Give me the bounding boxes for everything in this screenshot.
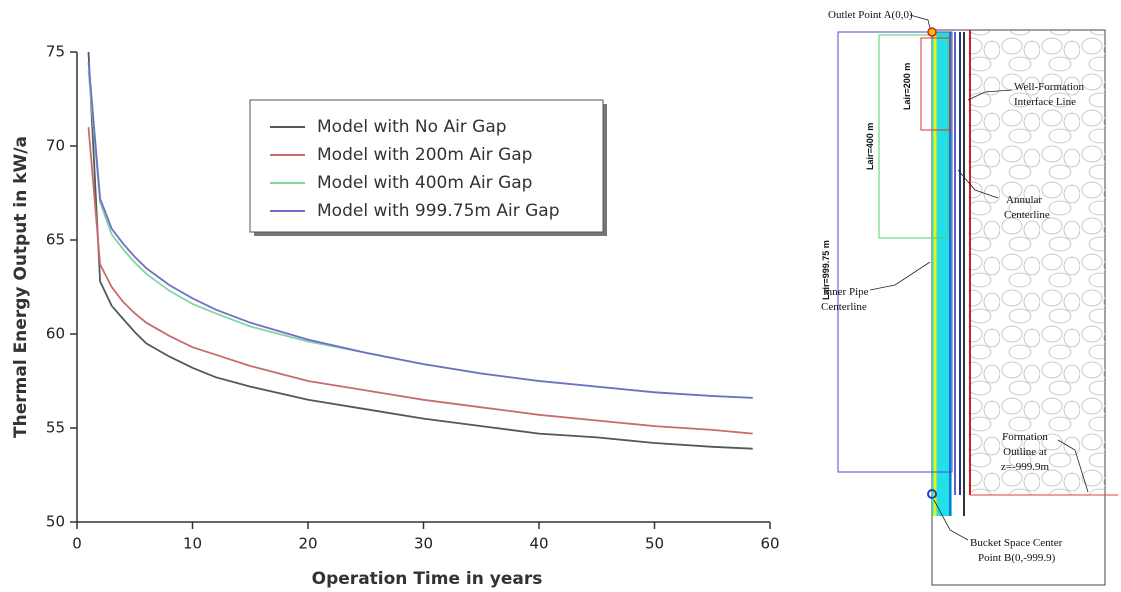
x-tick-label: 0 [72, 535, 82, 553]
x-tick-label: 60 [760, 535, 779, 553]
series-line [87, 127, 753, 435]
well-diagram: Outlet Point A(0,0) Well-Formation Inter… [821, 9, 1118, 586]
annular-label: Centerline [1004, 209, 1050, 221]
x-tick-label: 30 [414, 535, 433, 553]
leader [909, 14, 931, 29]
formation-label: Formation [1002, 431, 1048, 443]
interface-label: Interface Line [1014, 96, 1076, 108]
y-tick-label: 60 [46, 325, 65, 343]
bucket-label: Point B(0,-999.9) [978, 552, 1056, 564]
x-tick-label: 10 [183, 535, 202, 553]
leader [957, 169, 999, 199]
legend [249, 99, 607, 236]
x-tick-label: 40 [529, 535, 548, 553]
series-line [87, 51, 753, 450]
leader [933, 499, 969, 541]
annular-label: Annular [1006, 194, 1042, 206]
legend-box [249, 99, 604, 233]
inner-pipe-label: Inner Pipe [823, 286, 869, 298]
lair-200-box [920, 37, 951, 131]
inner-pipe-label: Centerline [821, 301, 867, 313]
interface-label: Well-Formation [1014, 81, 1084, 93]
x-tick-label: 50 [645, 535, 664, 553]
y-tick-label: 50 [46, 513, 65, 531]
outlet-label: Outlet Point A(0,0) [828, 9, 913, 21]
legend-label: Model with 400m Air Gap [317, 173, 532, 193]
leader [1057, 439, 1089, 493]
leader [967, 89, 1013, 101]
y-tick-label: 55 [46, 419, 65, 437]
lair-200-label: Lair=200 m [902, 63, 912, 110]
lair-400-label: Lair=400 m [865, 123, 875, 170]
lair-999-box [837, 31, 953, 473]
formation-label: Outline at [1003, 446, 1047, 458]
legend-label: Model with 200m Air Gap [317, 145, 532, 165]
formation [968, 30, 1105, 495]
lair-999-label: Lair=999.75 m [821, 240, 831, 300]
bucket-point [927, 489, 937, 499]
y-axis-label: Thermal Energy Output in kW/a [11, 136, 31, 438]
outlet-point [927, 27, 937, 37]
series-line [87, 61, 753, 399]
annulus [932, 32, 952, 516]
x-tick-label: 20 [298, 535, 317, 553]
y-tick-label: 70 [46, 137, 65, 155]
formation-label: z=-999.9m [1001, 461, 1049, 473]
lair-400-box [878, 34, 949, 239]
x-axis-label: Operation Time in years [312, 569, 543, 589]
legend-label: Model with No Air Gap [317, 117, 507, 137]
y-tick-label: 65 [46, 231, 65, 249]
legend-label: Model with 999.75m Air Gap [317, 201, 560, 221]
bucket-label: Bucket Space Center [970, 537, 1063, 549]
leader [869, 261, 931, 291]
y-tick-label: 75 [46, 43, 65, 61]
